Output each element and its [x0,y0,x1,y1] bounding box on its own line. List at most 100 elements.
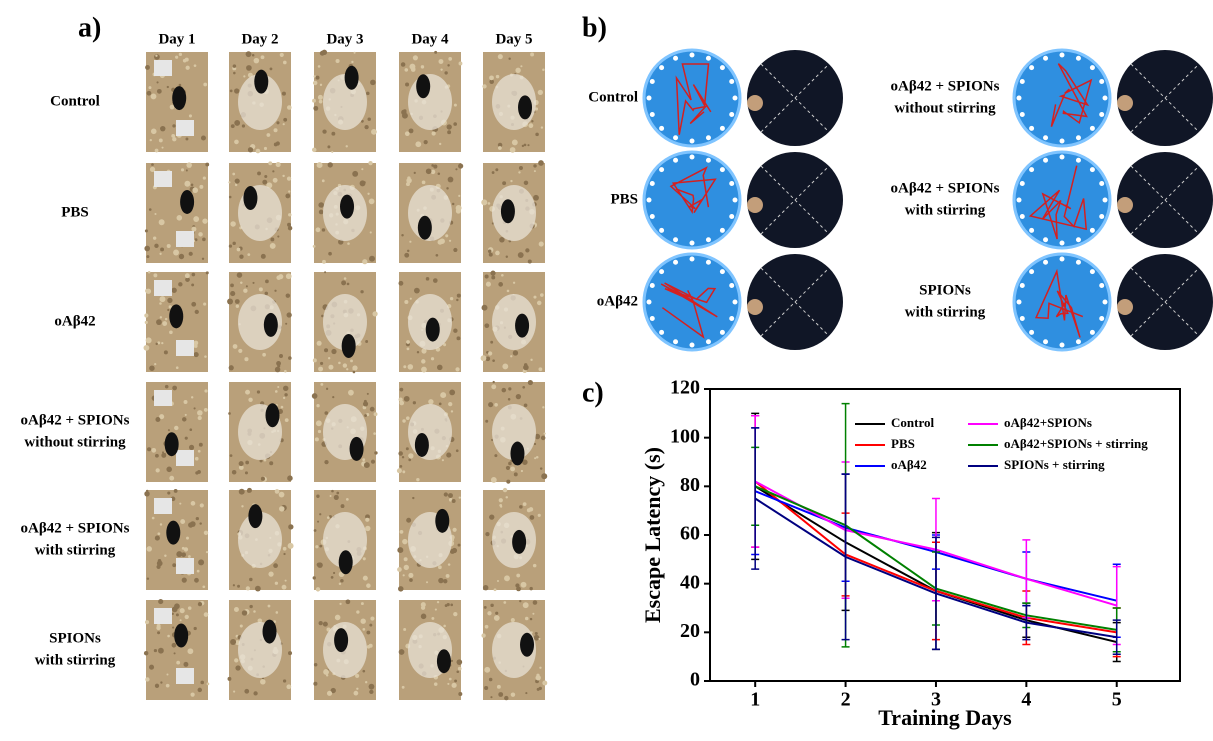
bedding [191,501,196,506]
row-label: PBS [610,191,638,207]
bedding [245,471,248,474]
bedding [319,545,322,548]
bedding [498,692,503,697]
maze-hole [1060,257,1065,262]
bedding [481,633,485,637]
bedding [510,147,516,153]
bedding [400,388,404,392]
bedding [155,684,159,688]
bedding [523,365,529,371]
bedding [491,384,496,389]
bedding [323,622,328,627]
maze-hole [1029,228,1034,233]
bedding [265,279,269,283]
bedding [203,303,206,306]
bedding [159,296,165,302]
bedding [287,176,291,180]
bedding [360,290,363,293]
bedding [150,139,152,141]
legend-label: PBS [891,436,915,451]
bedding [529,587,532,590]
day-label: Day 5 [495,31,532,47]
maze-hole [690,139,695,144]
bedding [180,608,185,613]
maze-hotspot [1117,197,1133,213]
bedding [167,298,172,303]
bedding [448,177,454,183]
mouse [169,304,183,328]
bedding [194,344,198,348]
maze-hole [659,167,664,172]
bedding [514,472,518,476]
bedding [409,64,415,70]
maze-hole [1020,316,1025,321]
bedding [541,126,543,128]
bedding [275,582,278,585]
bedding [484,323,489,328]
bedding [264,147,267,150]
bedding [205,163,209,167]
bedding [317,162,323,168]
bedding [195,310,199,314]
bedding [151,448,156,453]
bedding [421,367,427,373]
bedding [191,396,193,398]
bedding [287,312,292,317]
bedding [149,208,152,211]
bedding [261,477,265,481]
bedding [240,282,242,284]
bedding [283,553,285,555]
bedding [336,492,339,495]
bedding [248,147,253,152]
bedding [453,528,457,532]
bedding [530,618,532,620]
bedding [448,402,452,406]
bedding [203,83,207,87]
bedding [482,84,486,88]
nestlet [154,498,172,514]
bedding [516,394,521,399]
bedding [154,244,158,248]
bedding [539,367,543,371]
row-label: oAβ42 + SPIONs [891,180,1000,196]
bedding [162,451,164,453]
bedding [283,397,285,399]
bedding [159,138,163,142]
nest [408,404,452,460]
bedding [402,539,407,544]
bedding [528,259,532,263]
bedding [486,282,491,287]
bedding [398,586,404,592]
bedding [326,388,328,390]
bedding [371,460,375,464]
bedding [257,390,260,393]
mouse [340,195,354,219]
bedding [540,467,542,469]
nestlet [176,120,194,136]
maze-hole [690,257,695,262]
maze-hole [706,260,711,265]
bedding [328,162,333,167]
bedding [189,445,194,450]
bedding [426,581,428,583]
bedding [326,674,328,676]
bedding [312,148,316,152]
bedding [356,610,359,613]
bedding [162,321,167,326]
bedding [488,351,492,355]
mouse [174,623,188,647]
bedding [161,342,163,344]
x-tick-label: 5 [1112,689,1122,711]
bedding [145,65,150,70]
bedding [519,166,523,170]
row-label: Control [588,89,638,105]
bedding [230,639,236,645]
bedding [155,343,157,345]
bedding [518,252,524,258]
mouse [339,550,353,574]
bedding [324,411,328,415]
mouse [180,190,194,214]
bedding [167,86,169,88]
bedding [523,602,529,608]
bedding [410,298,412,300]
